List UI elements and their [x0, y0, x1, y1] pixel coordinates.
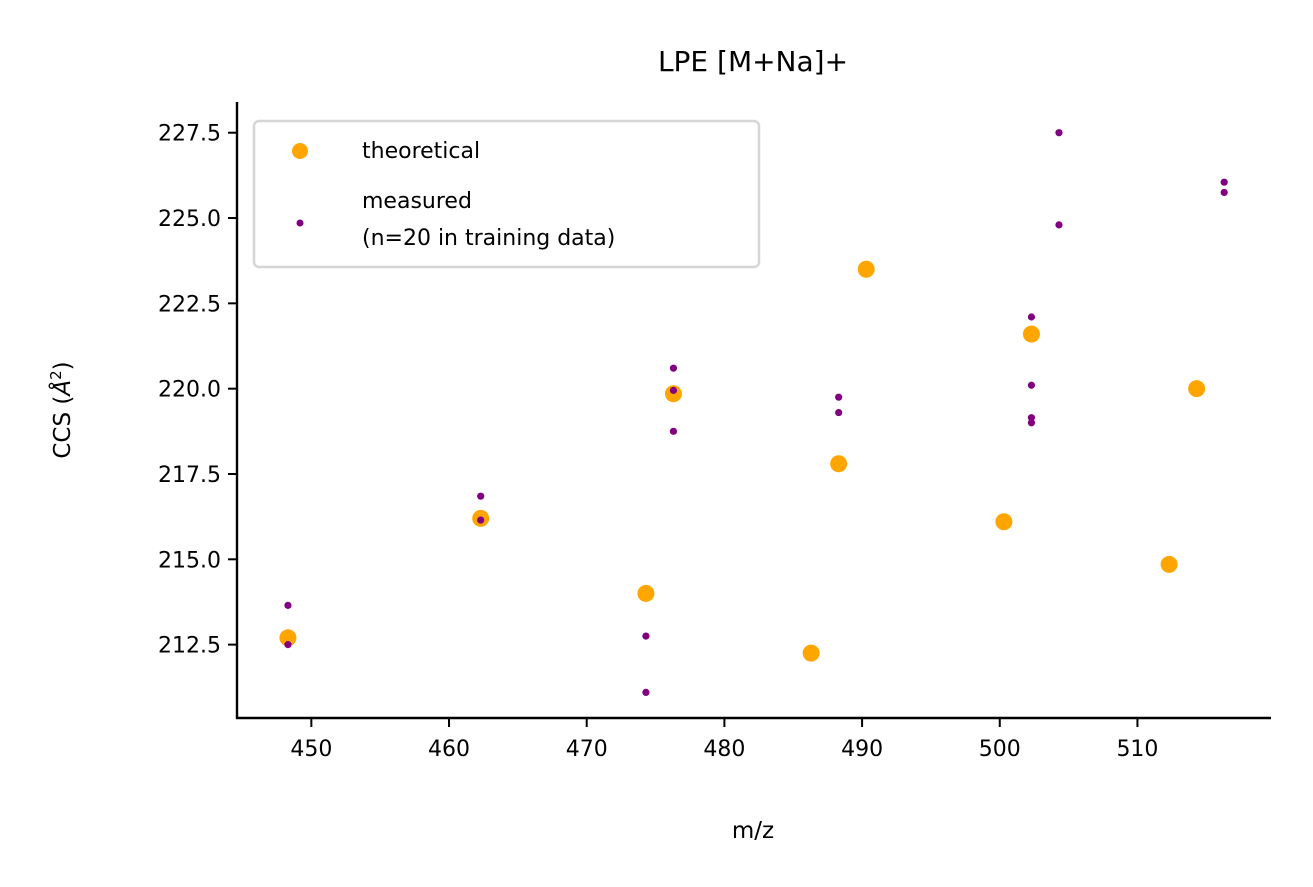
measured-point — [835, 408, 843, 417]
measured-point — [284, 601, 292, 609]
x-axis-ticks: 450 460 470 480 490 500 510 — [290, 718, 1158, 762]
y-tick-label: 222.5 — [158, 292, 221, 317]
y-axis-title-superscript: 2 — [47, 370, 65, 380]
legend: theoretical measured (n=20 in training d… — [252, 119, 761, 269]
measured-point — [1055, 129, 1063, 137]
measured-point — [1027, 419, 1036, 427]
y-axis-title-prefix: CCS ( — [50, 396, 76, 459]
measured-point — [284, 641, 292, 649]
legend-marker-theoretical — [292, 143, 308, 159]
measured-point — [1027, 381, 1036, 389]
y-axis-title-suffix: ) — [50, 361, 76, 370]
x-tick-label: 500 — [979, 737, 1021, 762]
measured-point — [1055, 221, 1063, 229]
theoretical-point — [1022, 325, 1040, 343]
theoretical-point — [637, 584, 655, 602]
theoretical-point — [279, 629, 297, 647]
theoretical-point — [1160, 555, 1178, 573]
legend-label-theoretical: theoretical — [362, 139, 480, 164]
legend-marker-measured — [296, 219, 304, 227]
legend-label-measured: measured — [362, 189, 472, 214]
y-tick-label: 227.5 — [158, 122, 221, 147]
theoretical-point — [857, 260, 875, 278]
x-tick-label: 460 — [428, 737, 470, 762]
measured-series — [284, 129, 1228, 697]
measured-point — [1220, 178, 1228, 186]
y-axis-title: CCS (Å2) — [47, 361, 76, 458]
legend-box — [252, 119, 761, 269]
theoretical-point — [1188, 380, 1206, 398]
y-tick-label: 217.5 — [158, 463, 221, 488]
measured-point — [669, 364, 678, 372]
measured-point — [642, 632, 650, 640]
legend-label-measured-note: (n=20 in training data) — [362, 226, 615, 251]
measured-point — [1220, 188, 1228, 197]
measured-point — [477, 516, 485, 524]
theoretical-point — [802, 644, 820, 662]
x-tick-label: 490 — [841, 737, 883, 762]
measured-point — [669, 386, 678, 394]
x-tick-label: 510 — [1116, 737, 1158, 762]
measured-point — [642, 688, 650, 697]
y-axis-ticks: 212.5 215.0 217.5 220.0 222.5 225.0 227.5 — [158, 122, 237, 659]
y-tick-label: 212.5 — [158, 634, 221, 659]
chart-title: LPE [M+Na]+ — [658, 45, 848, 78]
measured-point — [669, 427, 678, 435]
measured-point — [1027, 414, 1036, 422]
y-tick-label: 220.0 — [158, 378, 221, 403]
theoretical-series — [279, 260, 1206, 662]
x-tick-label: 480 — [703, 737, 745, 762]
x-tick-label: 470 — [566, 737, 608, 762]
y-axis-title-symbol: Å — [48, 380, 76, 398]
y-tick-label: 225.0 — [158, 207, 221, 232]
measured-point — [1027, 313, 1036, 321]
y-tick-label: 215.0 — [158, 548, 221, 573]
x-tick-label: 450 — [290, 737, 332, 762]
theoretical-point — [830, 455, 848, 473]
theoretical-point — [995, 513, 1013, 531]
measured-point — [835, 393, 843, 401]
measured-point — [477, 492, 485, 500]
x-axis-title: m/z — [732, 818, 774, 844]
